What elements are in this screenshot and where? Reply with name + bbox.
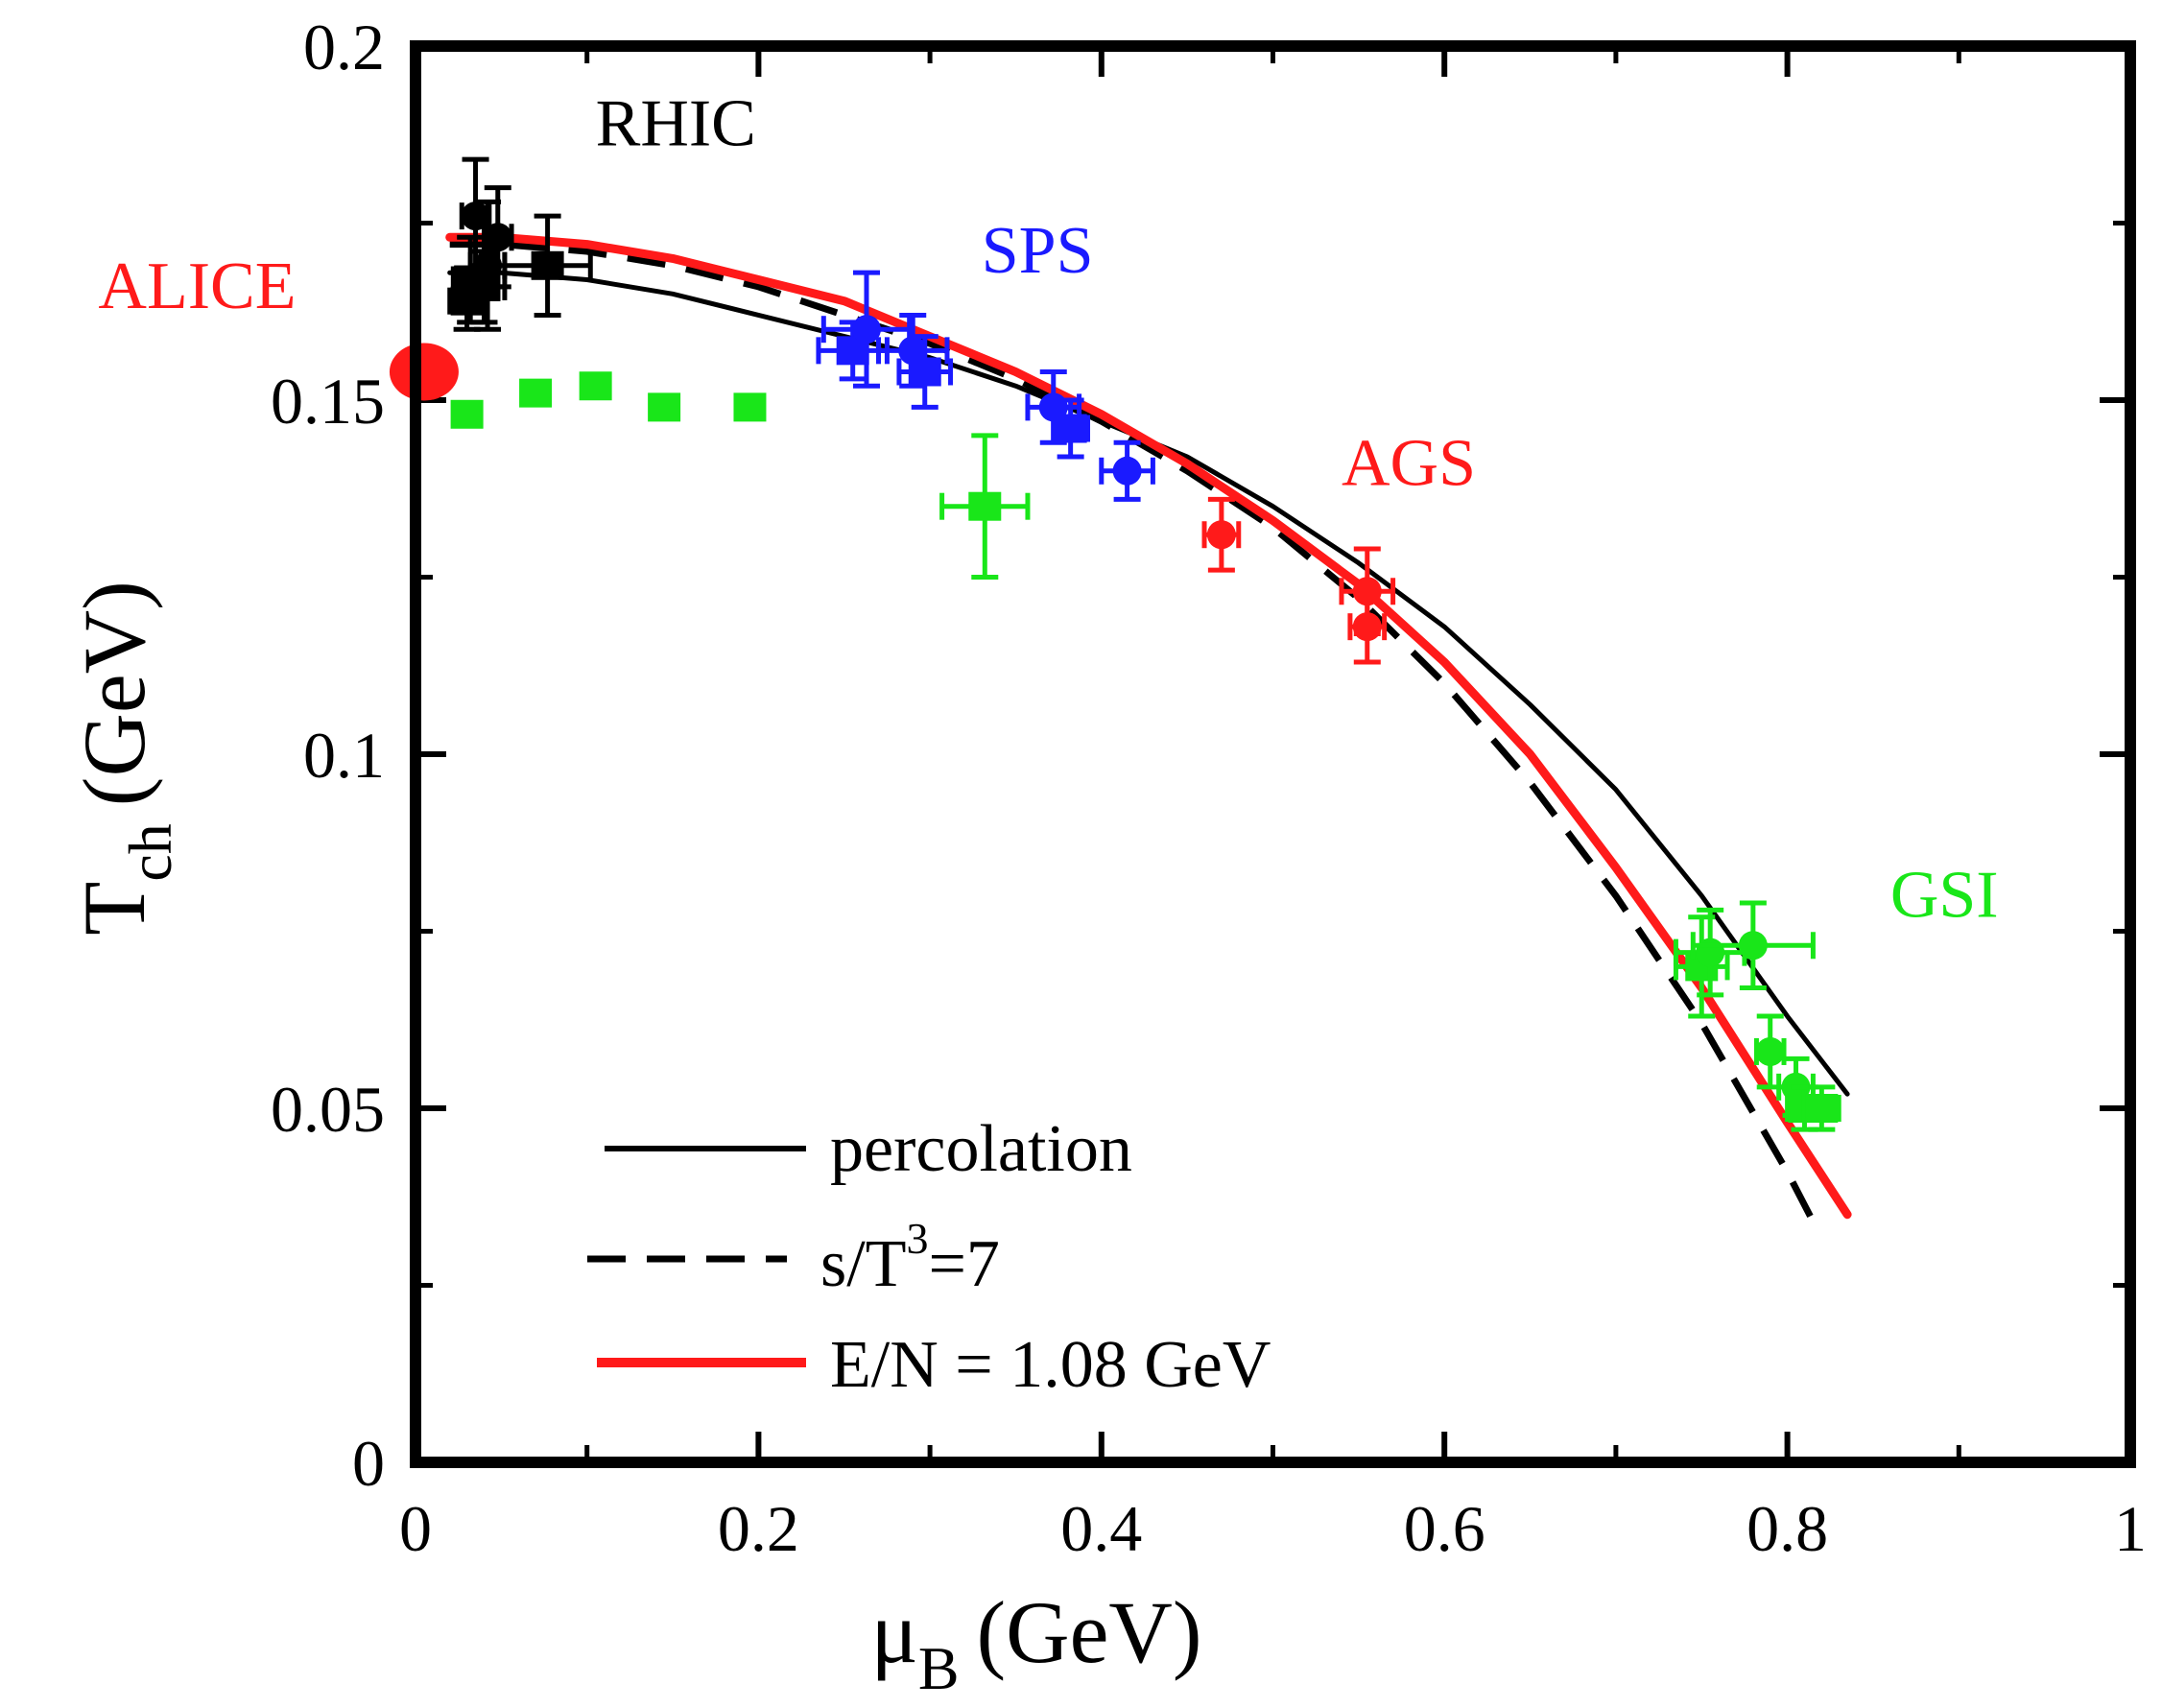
x-axis-label: μB (GeV): [870, 1583, 1201, 1702]
marker-square: [1054, 414, 1087, 443]
point-sps: [1099, 439, 1155, 502]
point-ags: [1347, 588, 1388, 665]
marker-circle: [1206, 520, 1236, 550]
legend-st3-sup: 3: [906, 1214, 928, 1263]
marker-square: [968, 491, 1002, 521]
annotation-rhic: RHIC: [596, 86, 756, 160]
x-axis-unit: (GeV): [977, 1583, 1202, 1681]
marker-circle: [1352, 612, 1382, 642]
point-rhic: [481, 185, 514, 290]
marker-circle: [473, 250, 503, 280]
tick-labels: 0 0.2 0.4 0.6 0.8 1 0 0.05 0.1 0.15 0.2: [271, 11, 2147, 1565]
x-tick-label: 0.6: [1404, 1492, 1485, 1565]
point-gsi: [1690, 900, 1816, 991]
marker-square: [1805, 1094, 1839, 1123]
marker-square: [733, 392, 767, 422]
point-ags: [1201, 496, 1242, 573]
annotation-sps: SPS: [982, 214, 1094, 288]
marker-circle: [1755, 1036, 1785, 1066]
annotation-alice: ALICE: [98, 249, 296, 323]
marker-square: [531, 250, 564, 280]
y-axis-subscript: ch: [116, 823, 184, 881]
x-tick-label: 0.8: [1746, 1492, 1828, 1565]
marker-circle: [1738, 931, 1768, 961]
x-tick-label: 0.2: [718, 1492, 799, 1565]
x-tick-label: 0.4: [1060, 1492, 1142, 1565]
x-axis-subscript: B: [918, 1634, 960, 1702]
legend-st3-tail: =7: [928, 1227, 999, 1301]
x-axis-symbol: μ: [870, 1583, 917, 1681]
marker-square: [579, 371, 612, 401]
legend-st3-main: s/T: [820, 1227, 906, 1301]
marker-square: [450, 399, 484, 429]
point-gsi: [939, 433, 1031, 580]
legend-label-en: E/N = 1.08 GeV: [830, 1328, 1271, 1402]
point-gsi: [1753, 1013, 1787, 1090]
legend-label-percolation: percolation: [830, 1112, 1132, 1186]
y-axis-unit: (GeV): [65, 581, 163, 806]
marker-square: [908, 357, 941, 387]
point-gsi: [579, 371, 612, 401]
x-tick-label: 0: [399, 1492, 432, 1565]
point-rhic: [467, 199, 508, 332]
point-gsi: [1673, 907, 1747, 998]
legend: percolation s/T3=7 E/N = 1.08 GeV: [587, 1112, 1271, 1402]
y-tick-label: 0: [352, 1427, 385, 1500]
annotation-gsi: GSI: [1890, 859, 1999, 933]
marker-square: [519, 378, 553, 408]
point-sps: [896, 334, 954, 410]
plot-frame: [410, 40, 2136, 1468]
point-rhic: [502, 213, 593, 318]
y-axis-label: Tch (GeV): [65, 581, 184, 936]
point-gsi: [733, 392, 767, 422]
y-tick-label: 0.15: [271, 365, 385, 438]
curve-e-n-1-08-gev: [445, 232, 1852, 1220]
y-tick-label: 0.1: [303, 719, 385, 792]
marker-circle: [851, 315, 881, 344]
marker-circle: [461, 202, 490, 231]
marker-square: [648, 392, 681, 422]
curves: [445, 232, 1852, 1223]
marker-circle: [483, 223, 512, 252]
point-sps: [820, 270, 913, 389]
annotations: RHIC ALICE SPS AGS GSI: [98, 86, 1998, 932]
point-gsi: [450, 399, 484, 429]
y-axis-symbol: T: [65, 882, 163, 936]
y-tick-label: 0.05: [271, 1073, 385, 1146]
point-sps: [1051, 397, 1091, 460]
legend-label-st3: s/T3=7: [820, 1214, 1000, 1301]
point-gsi: [1801, 1084, 1841, 1132]
curve-s-t-7: [449, 241, 1817, 1223]
point-gsi: [648, 392, 681, 422]
y-tick-label: 0.2: [303, 11, 385, 83]
annotation-ags: AGS: [1342, 427, 1476, 501]
data-points: [389, 156, 1841, 1132]
point-alice: [389, 343, 459, 401]
marker-circle: [389, 343, 459, 401]
marker-circle: [1696, 937, 1725, 967]
x-tick-label: 1: [2114, 1492, 2147, 1565]
marker-circle: [1112, 456, 1142, 486]
point-gsi: [519, 378, 553, 408]
